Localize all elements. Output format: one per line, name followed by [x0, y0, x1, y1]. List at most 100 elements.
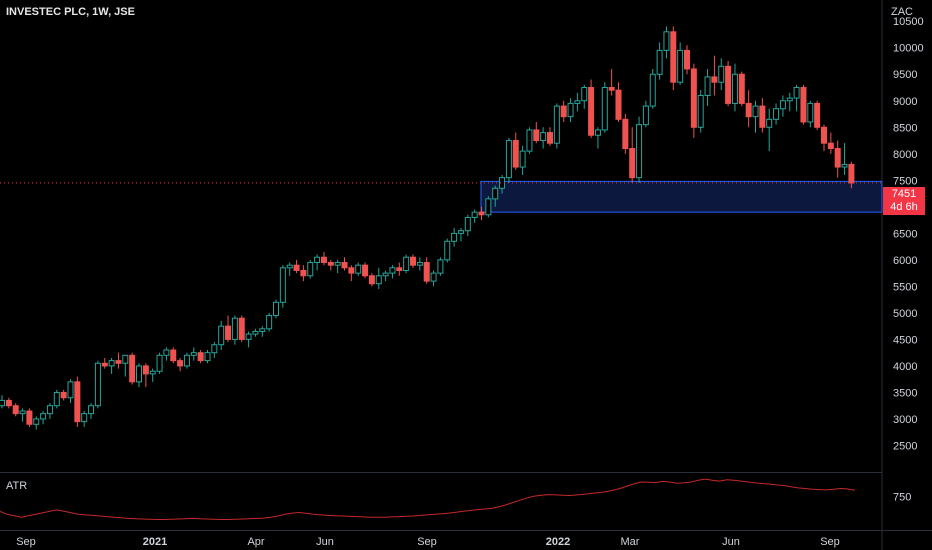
demand-zone-layer — [480, 180, 883, 213]
candle-body — [40, 413, 47, 420]
candle — [629, 127, 636, 183]
candle — [211, 342, 218, 358]
candle-body — [183, 354, 190, 367]
candle — [115, 352, 122, 369]
candle — [841, 143, 848, 176]
candle — [266, 312, 273, 332]
candle-body — [567, 102, 574, 118]
y-tick-label: 3500 — [893, 387, 917, 399]
candle — [567, 98, 574, 122]
candle — [745, 90, 752, 128]
candle-body — [821, 126, 827, 144]
candle — [273, 299, 279, 319]
y-tick-label: 5000 — [893, 308, 917, 320]
candle-body — [33, 418, 40, 425]
candle-body — [519, 150, 526, 168]
candle — [403, 254, 410, 274]
candle-body — [841, 163, 848, 168]
candle-body — [848, 163, 855, 184]
y-tick-label: 4500 — [893, 334, 917, 346]
candle — [725, 60, 732, 107]
candle-body — [5, 399, 12, 407]
candle — [766, 108, 773, 152]
candle-body — [629, 147, 636, 179]
x-tick-label: Jun — [722, 536, 740, 548]
price-axis[interactable]: 2500300035004000450050005500600065007000… — [893, 16, 924, 452]
candle — [588, 79, 595, 138]
candle-body — [355, 264, 362, 274]
candle-body — [362, 264, 369, 277]
candle-body — [122, 354, 129, 364]
candle-body — [307, 262, 314, 277]
candle — [485, 196, 492, 218]
x-tick-label: Sep — [417, 536, 437, 548]
candle — [848, 161, 855, 189]
x-tick-label: 2021 — [143, 536, 167, 548]
candle — [574, 92, 581, 112]
candle — [327, 259, 334, 271]
candle — [231, 315, 238, 345]
candle — [807, 100, 814, 128]
candle — [218, 320, 225, 351]
candle — [492, 185, 499, 207]
candle-body — [670, 31, 677, 83]
candle — [773, 103, 780, 125]
y-tick-label: 3000 — [893, 414, 917, 426]
candle — [183, 352, 190, 369]
candle-body — [293, 264, 300, 271]
x-tick-label: Sep — [16, 536, 36, 548]
candle-body — [74, 381, 81, 423]
candle — [19, 408, 26, 422]
candle — [457, 228, 464, 242]
last-price-value: 7451 — [891, 188, 917, 200]
candle — [286, 262, 293, 276]
chart-title: INVESTEC PLC, 1W, JSE — [6, 6, 135, 18]
candle — [690, 63, 697, 138]
candle-body — [142, 365, 149, 375]
candle-body — [149, 370, 156, 375]
candle — [718, 58, 725, 91]
candle — [204, 350, 211, 364]
candle-body — [759, 105, 766, 128]
candle-body — [341, 262, 348, 269]
candle-body — [581, 87, 588, 102]
candle — [177, 357, 184, 372]
candle — [677, 42, 684, 85]
candle — [279, 265, 286, 308]
candle-body — [252, 330, 259, 335]
candle-body — [526, 129, 533, 152]
candle — [642, 100, 649, 128]
candle-body — [615, 89, 622, 120]
candle-body — [731, 73, 738, 104]
candle-body — [738, 73, 745, 104]
candle — [67, 379, 74, 404]
candle-body — [334, 262, 341, 266]
candle-body — [800, 87, 807, 123]
candle — [26, 408, 33, 427]
candle-body — [464, 216, 471, 232]
y-tick-label: 9000 — [893, 96, 917, 108]
candle-body — [533, 129, 540, 142]
candle-body — [245, 333, 252, 340]
candle-body — [348, 267, 355, 274]
candle — [834, 140, 841, 178]
x-tick-label: 2022 — [546, 536, 570, 548]
candle — [759, 98, 766, 133]
candle — [81, 411, 88, 427]
candle — [779, 95, 786, 117]
candle-body — [601, 87, 608, 131]
candle-body — [259, 328, 266, 332]
time-axis[interactable]: Sep 2021 Apr Jun Sep 2022 Mar Jun Sep — [16, 536, 840, 548]
candle — [53, 389, 60, 409]
candle — [5, 397, 12, 409]
candle-body — [26, 410, 33, 425]
candle — [156, 352, 163, 374]
candle-body — [622, 118, 629, 149]
demand-zone — [480, 180, 883, 213]
candle-body — [430, 272, 437, 282]
candle-body — [684, 49, 690, 70]
candle-body — [553, 105, 560, 144]
candle-body — [642, 105, 649, 126]
y-tick-label: 8000 — [893, 149, 917, 161]
